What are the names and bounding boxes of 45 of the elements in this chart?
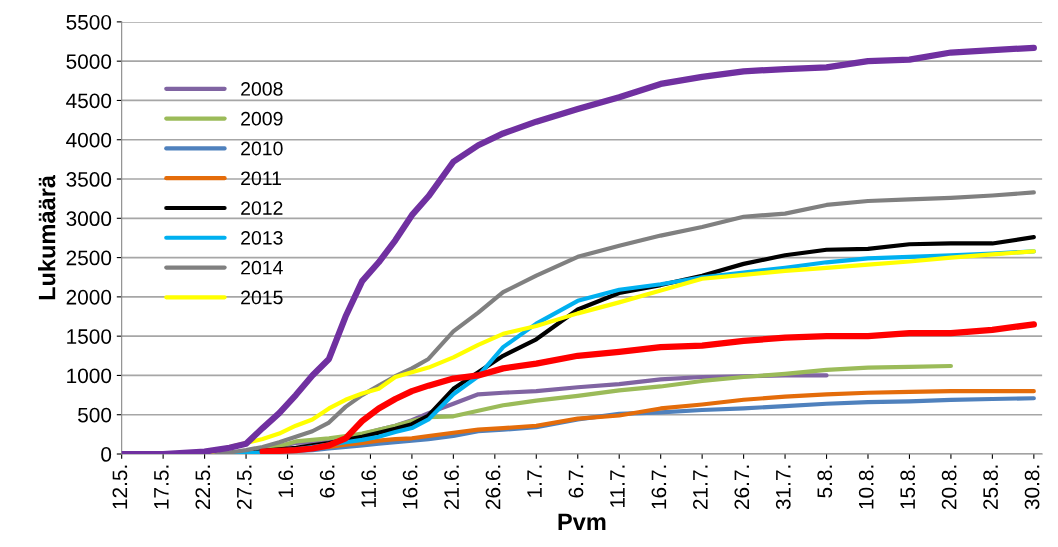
x-tick-label: 26.6. — [485, 465, 501, 510]
y-tick-label: 4500 — [66, 93, 112, 109]
x-tick-label: 6.7. — [568, 465, 584, 498]
legend-label: 2009 — [241, 111, 283, 126]
x-tick-label: 27.5. — [236, 465, 252, 510]
y-axis-title: Lukumäärä — [38, 174, 56, 300]
x-tick-label: 1.7. — [527, 465, 542, 497]
legend-label: 2012 — [241, 201, 283, 215]
legend-label: 2011 — [241, 171, 282, 186]
y-tick-label: 1500 — [67, 329, 112, 344]
legend-label: 2013 — [241, 230, 283, 245]
x-tick-label: 31.7. — [775, 465, 791, 510]
legend-label: 2008 — [241, 82, 283, 96]
x-tick-label: 5.8. — [817, 465, 833, 498]
y-tick-label: 1000 — [67, 368, 112, 384]
y-tick-label: 3000 — [66, 211, 112, 227]
y-tick-label: 500 — [78, 407, 112, 423]
x-tick-label: 6.6. — [319, 465, 335, 498]
x-tick-label: 1.6. — [278, 465, 294, 497]
x-tick-label: 25.8. — [983, 465, 998, 510]
y-tick-label: 4000 — [66, 132, 112, 148]
x-tick-label: 21.6. — [444, 465, 459, 510]
x-tick-label: 17.5. — [154, 465, 169, 509]
y-tick-label: 0 — [101, 447, 112, 462]
y-tick-label: 2500 — [66, 250, 112, 266]
x-tick-label: 21.7. — [692, 465, 708, 510]
x-tick-label: 16.7. — [651, 465, 667, 509]
y-tick-label: 2000 — [66, 289, 112, 305]
y-tick-label: 5500 — [66, 14, 112, 30]
x-tick-label: 15.8. — [900, 465, 916, 509]
x-tick-label: 26.7. — [734, 465, 750, 510]
x-tick-label: 16.6. — [402, 465, 418, 509]
x-tick-label: 20.8. — [941, 465, 957, 510]
x-axis-title: Pvm — [558, 513, 606, 530]
x-tick-label: 22.5. — [195, 465, 211, 510]
y-tick-label: 5000 — [66, 54, 112, 69]
x-tick-label: 10.8. — [858, 465, 874, 509]
x-tick-label: 30.8. — [1024, 465, 1040, 510]
x-tick-label: 11.6. — [361, 465, 377, 507]
legend-label: 2010 — [241, 141, 283, 156]
y-tick-label: 3500 — [66, 172, 112, 187]
x-tick-label: 12.5. — [112, 465, 128, 509]
x-tick-label: 11.7. — [610, 465, 625, 507]
legend-label: 2015 — [241, 290, 283, 305]
legend-label: 2014 — [241, 260, 283, 275]
